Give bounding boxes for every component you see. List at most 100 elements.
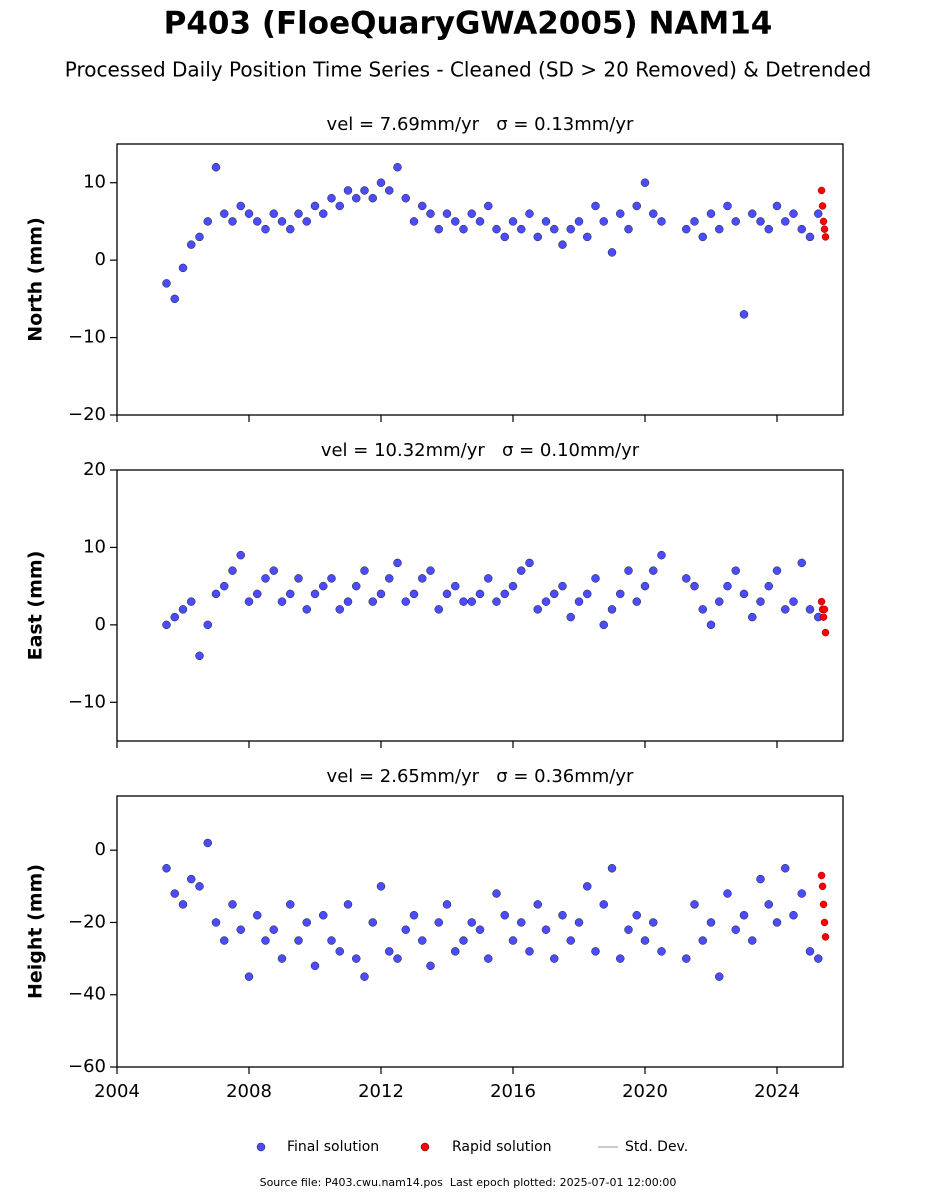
final-point [715,972,724,981]
y-tick-label: 20 [83,459,106,480]
final-point [418,936,427,945]
final-point [583,589,592,599]
final-point [385,574,394,583]
final-point [343,186,353,195]
x-tick-label: 2016 [490,1081,536,1102]
final-point [426,566,435,575]
final-point [352,954,361,963]
final-point [640,581,650,591]
final-point [187,874,196,884]
final-point [500,232,509,242]
rapid-point [820,225,829,233]
legend-swatch [420,1142,430,1152]
final-point [748,209,757,218]
final-point [253,217,262,226]
final-point [492,889,501,898]
rapid-point [821,933,830,941]
final-point [723,581,732,591]
final-point [253,910,262,920]
final-point [599,217,608,226]
final-point [187,240,196,249]
final-point [335,201,344,211]
points [162,162,830,319]
final-point [228,217,237,226]
final-point [352,193,361,203]
final-point [698,605,707,614]
final-point [731,925,740,934]
final-point [764,900,773,909]
rapid-point [818,882,827,891]
final-point [706,620,716,630]
final-point [558,581,567,591]
final-point [335,605,344,614]
final-point [286,900,295,909]
final-point [789,209,798,218]
final-point [797,558,806,568]
final-point [442,900,452,909]
final-point [805,232,815,242]
final-point [632,597,641,606]
final-point [360,566,369,575]
final-point [690,217,699,226]
final-point [434,918,443,927]
final-point [409,589,419,599]
final-point [178,900,188,909]
final-point [162,279,171,288]
final-point [657,947,666,956]
final-point [731,566,740,575]
final-point [632,201,641,211]
final-point [533,605,542,614]
final-point [624,925,633,934]
final-point [401,925,410,934]
final-point [319,209,328,218]
final-point [781,605,790,614]
final-point [508,581,518,591]
panel-title: vel = 10.32mm/yr σ = 0.10mm/yr [321,440,640,461]
final-point [550,589,559,599]
plot-frame [116,469,844,742]
final-point [583,882,592,891]
final-point [277,217,287,226]
x-tick-label: 2024 [754,1081,800,1102]
final-point [335,947,344,956]
final-point [558,910,567,920]
final-point [715,224,724,234]
final-point [591,947,600,956]
rapid-point [817,597,826,606]
final-point [170,612,179,622]
final-point [360,972,369,981]
final-point [698,232,707,242]
final-point [302,605,311,614]
final-point [187,597,196,606]
final-point [649,918,658,927]
final-point [442,589,452,599]
final-point [310,201,320,211]
final-point [624,566,633,575]
final-point [698,936,707,945]
final-point [739,589,749,599]
legend-label: Rapid solution [452,1139,552,1155]
final-point [607,864,617,873]
final-point [591,574,600,583]
final-point [319,910,328,920]
final-point [409,910,419,920]
y-axis-label: Height (mm) [25,864,47,999]
final-point [294,936,303,945]
figure-title: P403 (FloeQuaryGWA2005) NAM14 [164,6,773,42]
final-point [492,224,501,234]
final-point [657,550,666,560]
final-point [261,574,270,583]
final-point [203,620,212,630]
final-point [616,209,625,218]
final-point [640,936,650,945]
final-point [170,294,179,304]
final-point [616,589,625,599]
final-point [690,581,699,591]
final-point [228,566,237,575]
final-point [599,900,608,909]
final-point [682,224,691,234]
final-point [277,954,287,963]
final-point [162,864,171,873]
final-point [484,954,493,963]
